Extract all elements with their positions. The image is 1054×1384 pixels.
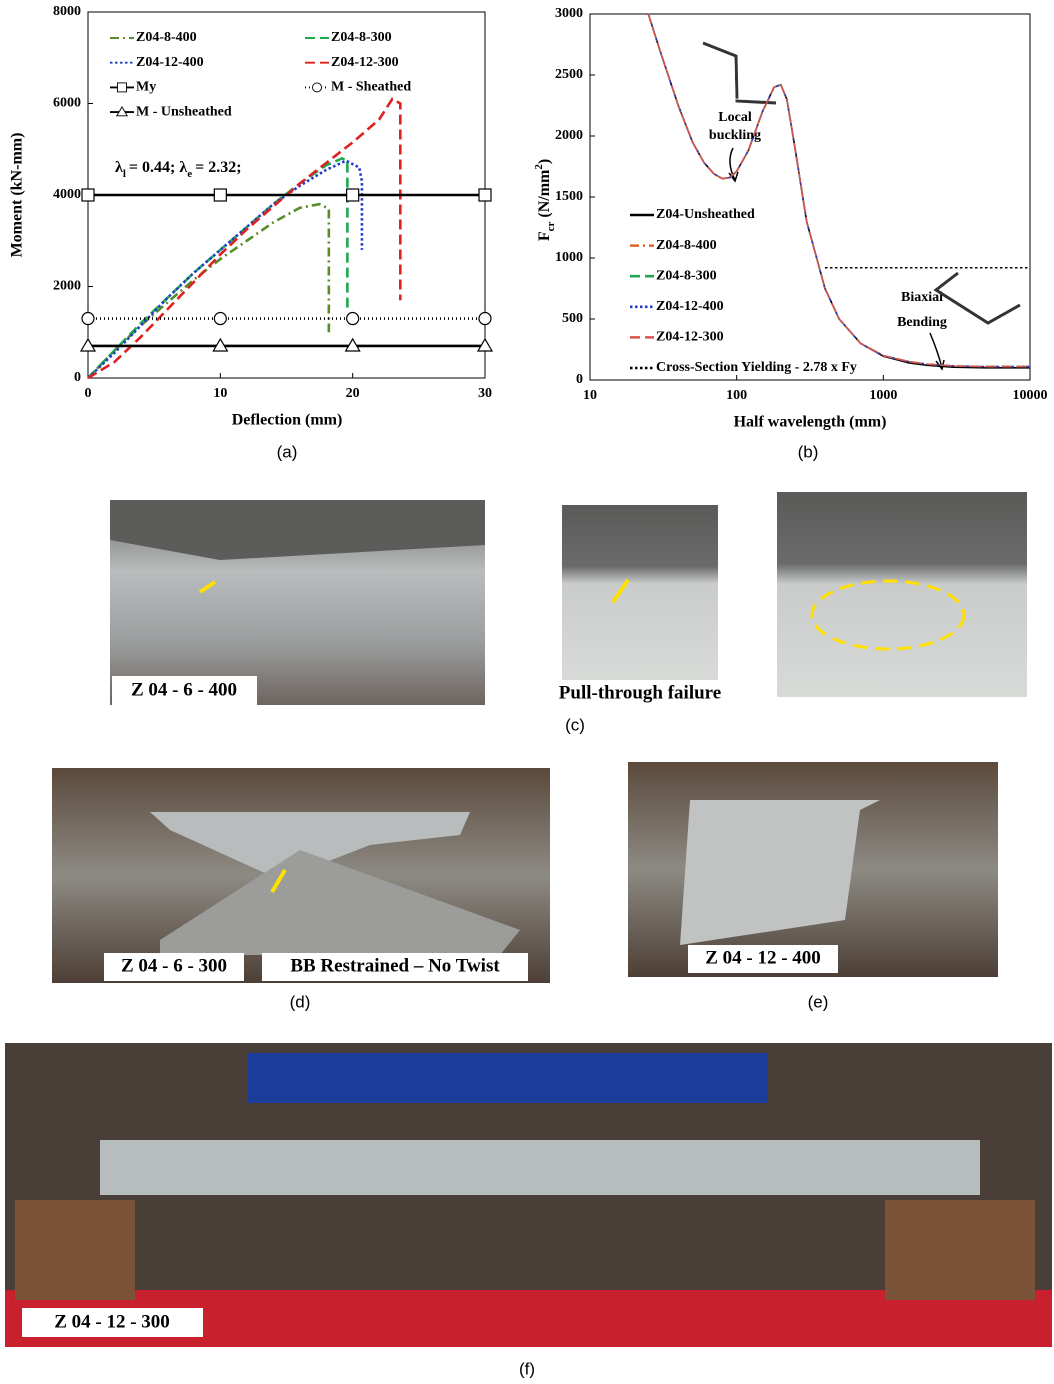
legend-label: Z04-8-300	[331, 30, 392, 45]
y-tick-label: 2500	[555, 67, 583, 82]
x-tick-label: 100	[726, 388, 747, 403]
photo-label: Z 04 - 12 - 300	[54, 1311, 170, 1332]
arrow	[930, 333, 944, 369]
chart-b: Fcr (N/mm2) Half wavelength (mm) Local b…	[533, 6, 1048, 430]
annotation: Local	[718, 110, 752, 125]
marker	[347, 313, 359, 325]
caption: (c)	[565, 715, 585, 734]
photos: Z 04 - 6 - 400 Pull-through failure Z 04…	[5, 492, 1052, 1347]
photo-detail	[885, 1200, 1035, 1300]
caption: (d)	[290, 992, 311, 1011]
legend-label: Z04-12-300	[331, 55, 399, 70]
series-line	[88, 204, 329, 378]
photo	[562, 505, 718, 680]
photo	[777, 492, 1027, 697]
marker	[118, 83, 127, 92]
y-axis-title-part: (N/mm	[536, 169, 553, 222]
y-axis-title-part: )	[536, 159, 553, 164]
x-tick-label: 10000	[1013, 388, 1048, 403]
y-tick-label: 3000	[555, 6, 583, 21]
photo-detail	[100, 1140, 980, 1195]
y-tick-label: 4000	[53, 187, 81, 202]
y-tick-label: 0	[74, 370, 81, 385]
annotation: Bending	[897, 315, 947, 330]
marker	[82, 313, 94, 325]
y-tick-label: 8000	[53, 4, 81, 19]
x-tick-label: 1000	[869, 388, 897, 403]
y-tick-label: 500	[562, 311, 583, 326]
marker	[214, 313, 226, 325]
series-line	[88, 99, 400, 378]
legend-label: Z04-Unsheathed	[656, 207, 755, 222]
x-tick-label: 0	[85, 386, 92, 401]
caption: (f)	[519, 1359, 535, 1378]
legend-label: Cross-Section Yielding - 2.78 x Fy	[656, 360, 857, 375]
marker	[82, 189, 94, 201]
legend-label: My	[136, 80, 156, 95]
photo-label: Z 04 - 12 - 400	[705, 947, 821, 968]
caption: (a)	[277, 442, 298, 461]
chart-a: Moment (kN-mm) Deflection (mm) λl= 0.44;…	[9, 4, 492, 428]
marker	[347, 189, 359, 201]
y-tick-label: 2000	[53, 279, 81, 294]
photo-label: BB Restrained – No Twist	[290, 955, 500, 976]
x-axis-title: Deflection (mm)	[232, 412, 343, 429]
marker	[214, 189, 226, 201]
annotation-part: = 0.44; λ	[129, 159, 187, 176]
annotation: Biaxial	[901, 290, 943, 305]
annotation-part: = 2.32;	[195, 159, 241, 176]
section-sketch	[703, 43, 776, 103]
legend-label: Z04-8-300	[656, 268, 717, 283]
section-sketch	[936, 273, 1020, 323]
x-tick-label: 10	[583, 388, 597, 403]
y-tick-label: 6000	[53, 96, 81, 111]
y-axis-title: Moment (kN-mm)	[9, 133, 26, 258]
legend-label: Z04-8-400	[656, 238, 717, 253]
marker	[479, 189, 491, 201]
legend-label: Z04-12-400	[656, 299, 724, 314]
legend-label: Z04-12-400	[136, 55, 204, 70]
y-tick-label: 1500	[555, 189, 583, 204]
y-axis-title-part: F	[536, 231, 553, 241]
annotation: λl= 0.44; λe= 2.32;	[115, 159, 242, 180]
annotation-part: λ	[115, 159, 123, 176]
photo-detail	[15, 1200, 135, 1300]
annotation-part: e	[187, 168, 192, 180]
photo-label: Z 04 - 6 - 400	[131, 679, 237, 700]
annotation-part: l	[123, 168, 126, 180]
legend-label: Z04-8-400	[136, 30, 197, 45]
y-axis-title-part: cr	[545, 222, 557, 232]
section-sketch	[701, 45, 776, 100]
figure: Moment (kN-mm) Deflection (mm) λl= 0.44;…	[0, 0, 1054, 1384]
x-tick-label: 30	[478, 386, 492, 401]
y-tick-label: 0	[576, 372, 583, 387]
x-tick-label: 20	[346, 386, 360, 401]
photo-detail	[248, 1053, 768, 1103]
photo-label: Z 04 - 6 - 300	[121, 955, 227, 976]
caption: (e)	[808, 992, 829, 1011]
legend-label: M - Sheathed	[331, 80, 411, 95]
legend-label: M - Unsheathed	[136, 104, 232, 119]
y-tick-label: 1000	[555, 250, 583, 265]
x-tick-label: 10	[213, 386, 227, 401]
y-tick-label: 2000	[555, 128, 583, 143]
y-axis-title: Fcr (N/mm2)	[533, 159, 557, 241]
caption: (b)	[798, 442, 819, 461]
marker	[479, 313, 491, 325]
plot-frame	[590, 14, 1030, 380]
marker	[313, 83, 322, 92]
legend-label: Z04-12-300	[656, 330, 724, 345]
photo-label: Pull-through failure	[559, 682, 721, 703]
x-axis-title: Half wavelength (mm)	[734, 414, 887, 431]
